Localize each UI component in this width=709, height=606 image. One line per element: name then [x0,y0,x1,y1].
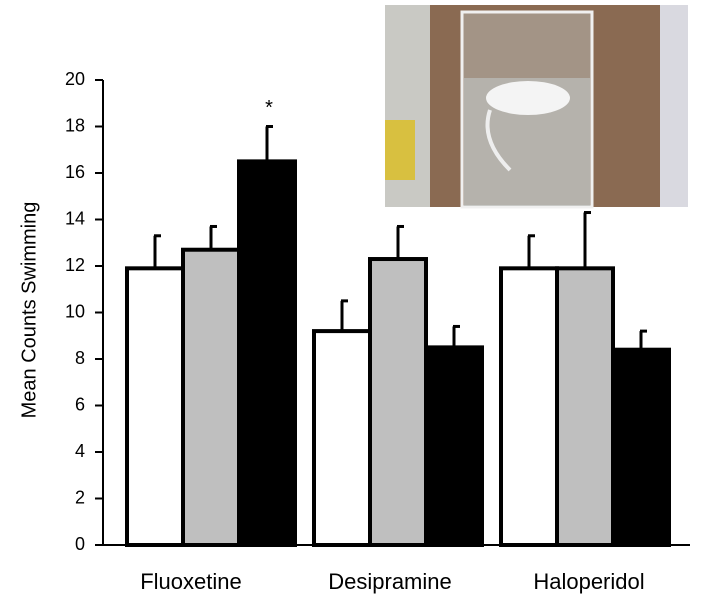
photo-window [660,5,688,207]
y-tick-label: 2 [75,487,85,507]
x-tick-label: Desipramine [328,569,452,594]
y-tick-label: 6 [75,394,85,414]
bar [613,350,669,545]
y-tick-label: 12 [65,255,85,275]
y-tick-label: 14 [65,208,85,228]
photo-mouse [486,81,570,115]
bar [501,268,557,545]
y-tick-label: 4 [75,441,85,461]
bar [557,268,613,545]
bar [314,331,370,545]
chart: Mean Counts Swimming 0 2 4 6 8 10 12 14 16 18 20 Fl… [0,0,709,601]
y-tick-label: 8 [75,348,85,368]
bar [370,259,426,545]
y-tick-label: 20 [65,69,85,89]
y-axis-title: Mean Counts Swimming [18,202,40,419]
inset-photo [385,5,688,207]
bar [127,268,183,545]
y-tick-label: 0 [75,534,85,554]
x-tick-label: Haloperidol [533,569,644,594]
y-tick-label: 16 [65,162,85,182]
x-tick-label: Fluoxetine [140,569,242,594]
y-tick-label: 18 [65,115,85,135]
annotation: * [265,97,273,119]
bar [239,161,295,545]
photo-bottle [385,120,415,180]
bar [183,250,239,545]
y-tick-label: 10 [65,301,85,321]
bar [426,347,482,545]
